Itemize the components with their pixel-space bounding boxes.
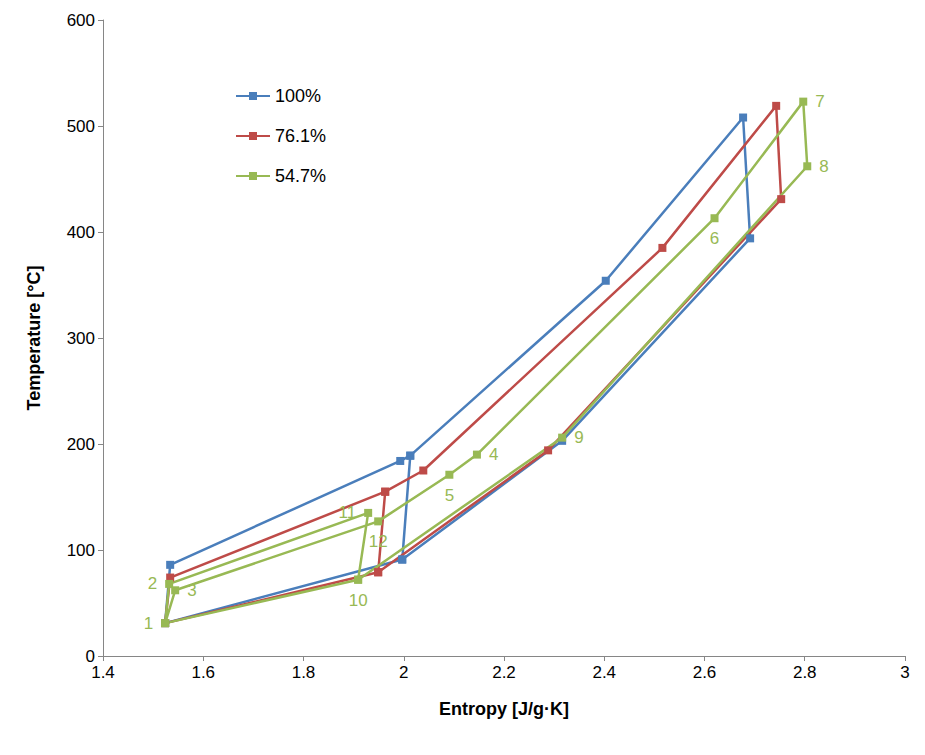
svg-text:12: 12 xyxy=(369,532,388,551)
svg-text:5: 5 xyxy=(445,486,454,505)
svg-text:400: 400 xyxy=(67,223,95,242)
svg-text:7: 7 xyxy=(815,92,824,111)
svg-text:9: 9 xyxy=(574,428,583,447)
svg-text:Temperature [°C]: Temperature [°C] xyxy=(24,266,44,411)
svg-text:11: 11 xyxy=(339,503,357,522)
svg-text:2: 2 xyxy=(399,663,408,682)
svg-text:3: 3 xyxy=(900,663,909,682)
svg-text:0: 0 xyxy=(85,646,95,666)
svg-text:100%: 100% xyxy=(275,86,321,106)
svg-text:300: 300 xyxy=(67,329,95,348)
svg-text:2.6: 2.6 xyxy=(693,663,717,682)
svg-text:6: 6 xyxy=(710,229,719,248)
svg-text:4: 4 xyxy=(489,445,498,464)
svg-text:1: 1 xyxy=(144,614,153,633)
svg-text:1.8: 1.8 xyxy=(292,663,316,682)
svg-text:200: 200 xyxy=(67,435,95,454)
svg-text:10: 10 xyxy=(349,591,368,610)
svg-text:76.1%: 76.1% xyxy=(275,126,326,146)
svg-text:3: 3 xyxy=(187,581,196,600)
svg-text:54.7%: 54.7% xyxy=(275,166,326,186)
svg-text:600: 600 xyxy=(67,11,95,30)
svg-text:100: 100 xyxy=(67,541,95,560)
svg-text:1.6: 1.6 xyxy=(191,663,215,682)
svg-text:1.4: 1.4 xyxy=(91,663,115,682)
svg-text:Entropy [J/g·K]: Entropy [J/g·K] xyxy=(439,699,569,719)
svg-text:500: 500 xyxy=(67,117,95,136)
svg-text:2.8: 2.8 xyxy=(793,663,817,682)
svg-text:2.2: 2.2 xyxy=(492,663,516,682)
svg-text:2.4: 2.4 xyxy=(592,663,616,682)
svg-text:8: 8 xyxy=(819,157,828,176)
svg-text:2: 2 xyxy=(148,574,157,593)
